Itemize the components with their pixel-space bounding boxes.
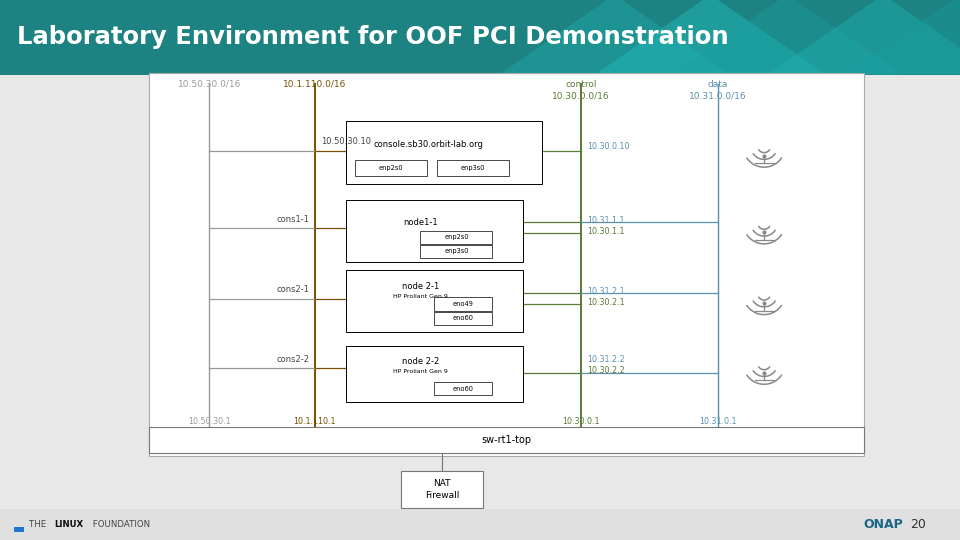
Text: 10.1.110.1: 10.1.110.1 bbox=[294, 416, 336, 426]
Text: node1-1: node1-1 bbox=[403, 218, 438, 227]
Bar bbox=[434, 382, 492, 395]
Bar bbox=[434, 297, 492, 310]
Text: 10.31.2.1: 10.31.2.1 bbox=[588, 287, 625, 295]
Text: 10.30.1.1: 10.30.1.1 bbox=[588, 227, 625, 235]
Text: enp3s0: enp3s0 bbox=[444, 248, 468, 254]
Text: enp2s0: enp2s0 bbox=[444, 234, 468, 240]
Text: 20: 20 bbox=[910, 518, 926, 531]
Bar bbox=[346, 270, 523, 332]
Text: 10.30.2.1: 10.30.2.1 bbox=[588, 298, 625, 307]
Bar bbox=[434, 312, 492, 325]
Bar bbox=[346, 200, 523, 262]
Bar bbox=[14, 527, 24, 532]
Text: HP Proliant Gen 9: HP Proliant Gen 9 bbox=[393, 369, 447, 374]
Text: node 2-2: node 2-2 bbox=[401, 357, 439, 367]
Polygon shape bbox=[499, 0, 730, 75]
Text: LINUX: LINUX bbox=[55, 521, 84, 529]
Text: 10.50.30.10: 10.50.30.10 bbox=[321, 137, 371, 146]
Text: HP Proliant Gen 9: HP Proliant Gen 9 bbox=[393, 294, 447, 299]
Text: eno60: eno60 bbox=[452, 315, 473, 321]
Text: node 2-1: node 2-1 bbox=[401, 282, 439, 291]
Bar bbox=[420, 245, 492, 258]
Bar bbox=[346, 122, 542, 184]
Text: 10.30.0.10: 10.30.0.10 bbox=[588, 143, 630, 151]
Bar bbox=[0, 509, 960, 540]
Polygon shape bbox=[672, 0, 902, 75]
Text: FOUNDATION: FOUNDATION bbox=[90, 521, 151, 529]
Text: 10.31.1.1: 10.31.1.1 bbox=[588, 216, 625, 225]
Bar bbox=[420, 231, 492, 244]
Text: console.sb30.orbit-lab.org: console.sb30.orbit-lab.org bbox=[373, 140, 483, 149]
Polygon shape bbox=[845, 0, 960, 75]
Bar bbox=[149, 73, 864, 456]
Text: cons2-1: cons2-1 bbox=[276, 285, 309, 294]
Polygon shape bbox=[768, 0, 960, 75]
Text: enp2s0: enp2s0 bbox=[379, 165, 403, 171]
Text: cons2-2: cons2-2 bbox=[276, 355, 309, 364]
Text: data: data bbox=[708, 80, 729, 89]
Bar bbox=[149, 427, 864, 453]
Bar bbox=[437, 160, 509, 176]
Text: Laboratory Environment for OOF PCI Demonstration: Laboratory Environment for OOF PCI Demon… bbox=[17, 25, 729, 49]
Text: cons1-1: cons1-1 bbox=[276, 214, 309, 224]
Bar bbox=[355, 160, 427, 176]
Text: enp3s0: enp3s0 bbox=[461, 165, 485, 171]
Text: 10.31.0.1: 10.31.0.1 bbox=[699, 416, 737, 426]
Text: eno60: eno60 bbox=[452, 386, 473, 392]
Text: sw-rt1-top: sw-rt1-top bbox=[481, 435, 532, 444]
Text: 10.30.2.2: 10.30.2.2 bbox=[588, 367, 625, 375]
Text: 10.1.110.0/16: 10.1.110.0/16 bbox=[283, 80, 347, 89]
Bar bbox=[401, 471, 483, 508]
Text: control: control bbox=[565, 80, 596, 89]
Text: eno49: eno49 bbox=[452, 301, 473, 307]
Text: 10.50.30.0/16: 10.50.30.0/16 bbox=[178, 80, 241, 89]
Polygon shape bbox=[595, 0, 826, 75]
Text: ONAP: ONAP bbox=[863, 518, 903, 531]
Text: 10.31.2.2: 10.31.2.2 bbox=[588, 355, 625, 363]
Bar bbox=[0, 0, 960, 75]
Text: 10.31.0.0/16: 10.31.0.0/16 bbox=[689, 92, 747, 101]
Text: THE: THE bbox=[29, 521, 49, 529]
Text: 10.30.0.0/16: 10.30.0.0/16 bbox=[552, 92, 610, 101]
Bar bbox=[346, 346, 523, 402]
Text: 10.30.0.1: 10.30.0.1 bbox=[562, 416, 600, 426]
Text: 10.50.30.1: 10.50.30.1 bbox=[188, 416, 230, 426]
Text: NAT
Firewall: NAT Firewall bbox=[425, 479, 459, 500]
